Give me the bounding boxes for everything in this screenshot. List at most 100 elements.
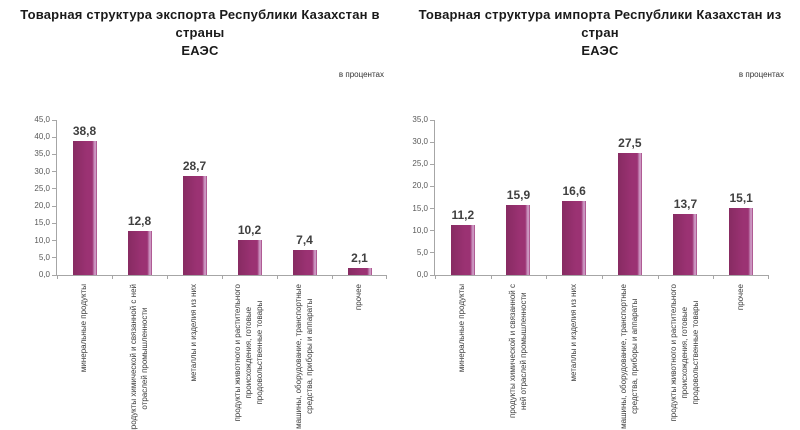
- y-axis-tick-label: 30,0: [34, 166, 50, 176]
- bar: [506, 205, 531, 275]
- y-axis-tick: [430, 208, 434, 210]
- y-axis-tick: [52, 153, 56, 155]
- y-axis-tick: [52, 222, 56, 224]
- bar-slot: 38,8: [57, 120, 112, 275]
- bar-slot: 28,7: [167, 120, 222, 275]
- plot-area: 0,0 5,0 10,0 15,0 20,0 25,0 30,0 35,0 11,2 15,9 16…: [412, 115, 769, 279]
- y-axis-tick: [52, 257, 56, 259]
- y-axis-tick-label: 45,0: [34, 115, 50, 124]
- units-note: в процентах: [338, 70, 384, 79]
- y-axis-tick-label: 5,0: [416, 247, 428, 257]
- category-label: прочее: [735, 284, 745, 311]
- x-axis-tick: [167, 276, 168, 279]
- bar-slot: 7,4: [277, 120, 332, 275]
- x-axis-tick: [435, 276, 436, 279]
- y-axis-tick-label: 40,0: [34, 132, 50, 142]
- x-axis-tick: [332, 276, 333, 279]
- y-axis-tick: [430, 119, 434, 121]
- bar-value-label: 27,5: [618, 136, 642, 150]
- y-axis-tick: [52, 240, 56, 242]
- bar: [729, 208, 754, 275]
- bar: [617, 153, 642, 275]
- y-axis-tick-label: 30,0: [412, 137, 428, 147]
- category-cell: продукты химической и связанной с ней от…: [111, 276, 166, 430]
- bar-value-label: 15,9: [506, 188, 531, 202]
- y-axis-tick: [430, 230, 434, 232]
- y-axis-tick: [430, 141, 434, 143]
- export-structure-chart: Товарная структура экспорта Республики К…: [20, 7, 387, 430]
- category-label: продукты химической и связанной с ней от…: [507, 284, 528, 419]
- y-axis-tick: [52, 119, 56, 121]
- plot-area: 0,0 5,0 10,0 15,0 20,0 25,0 30,0 35,0 40,0 45,0 38…: [34, 115, 387, 279]
- category-label: продукты химической и связанной с ней от…: [128, 284, 149, 430]
- bar-value-label: 15,1: [729, 191, 753, 205]
- y-axis-tick-label: 20,0: [412, 181, 428, 191]
- bar-value-label: 7,4: [296, 233, 313, 247]
- category-label: минеральные продукты: [79, 284, 88, 373]
- chart-title: Товарная структура экспорта Республики К…: [20, 7, 380, 58]
- bar: [562, 201, 587, 275]
- category-cell: продукты химической и связанной с ней от…: [490, 276, 546, 430]
- bar-slot: 11,2: [435, 120, 491, 275]
- x-axis-tick: [546, 276, 548, 279]
- category-label: продукты животного и растительного проис…: [669, 284, 701, 422]
- category-label: машины, оборудование, транспортные средс…: [618, 284, 639, 429]
- x-axis-tick: [277, 276, 278, 279]
- bar-slot: 15,9: [491, 120, 547, 275]
- category-axis: минеральные продукты продукты химической …: [434, 276, 768, 430]
- y-axis-tick: [52, 136, 56, 138]
- category-axis: минеральные продукты продукты химической …: [56, 276, 386, 430]
- y-axis-tick-label: 5,0: [38, 252, 50, 262]
- category-cell: продукты животного и растительного проис…: [657, 276, 713, 430]
- bar: [237, 240, 262, 275]
- category-cell: минеральные продукты: [434, 276, 490, 430]
- y-axis-tick: [430, 274, 434, 276]
- bar-value-label: 10,2: [237, 223, 262, 237]
- x-axis-tick: [490, 276, 492, 279]
- x-axis-tick: [713, 276, 715, 279]
- category-cell: прочее: [712, 276, 768, 430]
- y-axis-tick-label: 10,0: [34, 235, 50, 245]
- category-label: минеральные продукты: [457, 284, 467, 373]
- category-cell: машины, оборудование, транспортные средс…: [276, 276, 331, 430]
- category-cell: металлы и изделия из них: [545, 276, 601, 430]
- x-axis-tick: [112, 276, 113, 279]
- bar: [72, 141, 97, 275]
- y-axis-tick-label: 0,0: [416, 270, 428, 279]
- bar-slot: 16,6: [546, 120, 602, 275]
- category-label: машины, оборудование, транспортные средс…: [293, 284, 314, 429]
- bar-value-label: 12,8: [127, 214, 152, 228]
- category-label: металлы и изделия из них: [189, 284, 198, 382]
- y-axis-tick: [52, 171, 56, 173]
- bar-value-label: 13,7: [673, 197, 698, 211]
- y-axis-tick-label: 25,0: [34, 183, 50, 193]
- y-axis-tick-label: 15,0: [34, 218, 50, 228]
- y-axis-tick-label: 35,0: [412, 115, 428, 124]
- chart-title: Товарная структура импорта Республики Ка…: [418, 7, 782, 58]
- y-axis-tick: [430, 185, 434, 187]
- category-cell: машины, оборудование, транспортные средс…: [601, 276, 657, 430]
- bar-slot: 15,1: [713, 120, 769, 275]
- import-structure-chart: Товарная структура импорта Республики Ка…: [400, 0, 800, 430]
- bar: [292, 250, 317, 275]
- bar-slot: 10,2: [222, 120, 277, 275]
- bar: [182, 176, 207, 275]
- bar: [673, 214, 698, 275]
- x-axis-tick: [386, 276, 387, 279]
- x-axis-tick: [768, 276, 769, 279]
- category-label: прочее: [354, 284, 363, 311]
- category-cell: продукты животного и растительного проис…: [221, 276, 276, 430]
- category-label: продукты животного и растительного проис…: [233, 284, 264, 422]
- y-axis-tick-label: 20,0: [34, 201, 50, 211]
- y-axis-tick: [52, 274, 56, 276]
- y-axis-tick: [52, 188, 56, 190]
- bar-slot: 27,5: [602, 120, 658, 275]
- bar: [450, 225, 475, 275]
- bar-slot: 2,1: [332, 120, 387, 275]
- bar-slot: 12,8: [112, 120, 167, 275]
- bar: [127, 231, 152, 275]
- y-axis-tick-label: 0,0: [38, 270, 50, 279]
- bar-value-label: 16,6: [562, 184, 586, 198]
- y-axis-tick-label: 25,0: [412, 159, 428, 169]
